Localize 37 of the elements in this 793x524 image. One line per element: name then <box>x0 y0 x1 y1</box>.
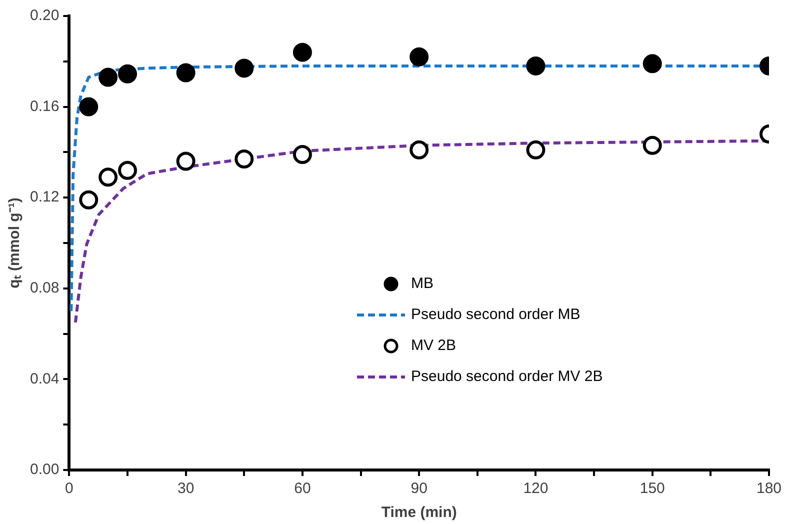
point <box>410 47 429 66</box>
x-tick-label: 0 <box>65 480 74 498</box>
point <box>79 97 98 116</box>
point <box>526 56 546 76</box>
y-tick-label: 0.20 <box>30 7 60 24</box>
x-tick-label: 30 <box>177 480 194 498</box>
point <box>526 140 546 160</box>
point <box>292 42 312 62</box>
legend-label: Pseudo second order MB <box>411 306 580 323</box>
point <box>98 168 118 187</box>
point <box>118 160 138 180</box>
point <box>98 68 118 87</box>
x-tick-label: 120 <box>523 480 548 498</box>
point <box>642 136 662 155</box>
x-axis-title: Time (min) <box>381 504 457 522</box>
y-tick-label: 0.16 <box>30 98 60 115</box>
point <box>410 140 429 160</box>
point <box>234 150 254 169</box>
legend-label: Pseudo second order MV 2B <box>411 368 603 385</box>
point <box>79 190 98 210</box>
point <box>642 54 662 74</box>
point <box>118 64 138 84</box>
x-tick-label: 90 <box>410 480 428 498</box>
y-tick-label: 0.08 <box>30 280 60 297</box>
point <box>176 63 196 82</box>
x-tick-label: 60 <box>294 480 311 498</box>
legend-label: MB <box>411 275 434 292</box>
point <box>234 58 254 78</box>
y-axis-title: qₜ (mmol g⁻¹) <box>6 198 24 288</box>
y-tick-label: 0.00 <box>30 461 60 478</box>
point <box>176 152 196 171</box>
y-tick-label: 0.12 <box>30 188 60 206</box>
point <box>292 144 312 164</box>
x-tick-label: 150 <box>640 480 665 498</box>
x-tick-label: 180 <box>756 480 782 498</box>
legend-label: MV 2B <box>411 337 456 354</box>
y-tick-label: 0.04 <box>30 370 60 388</box>
